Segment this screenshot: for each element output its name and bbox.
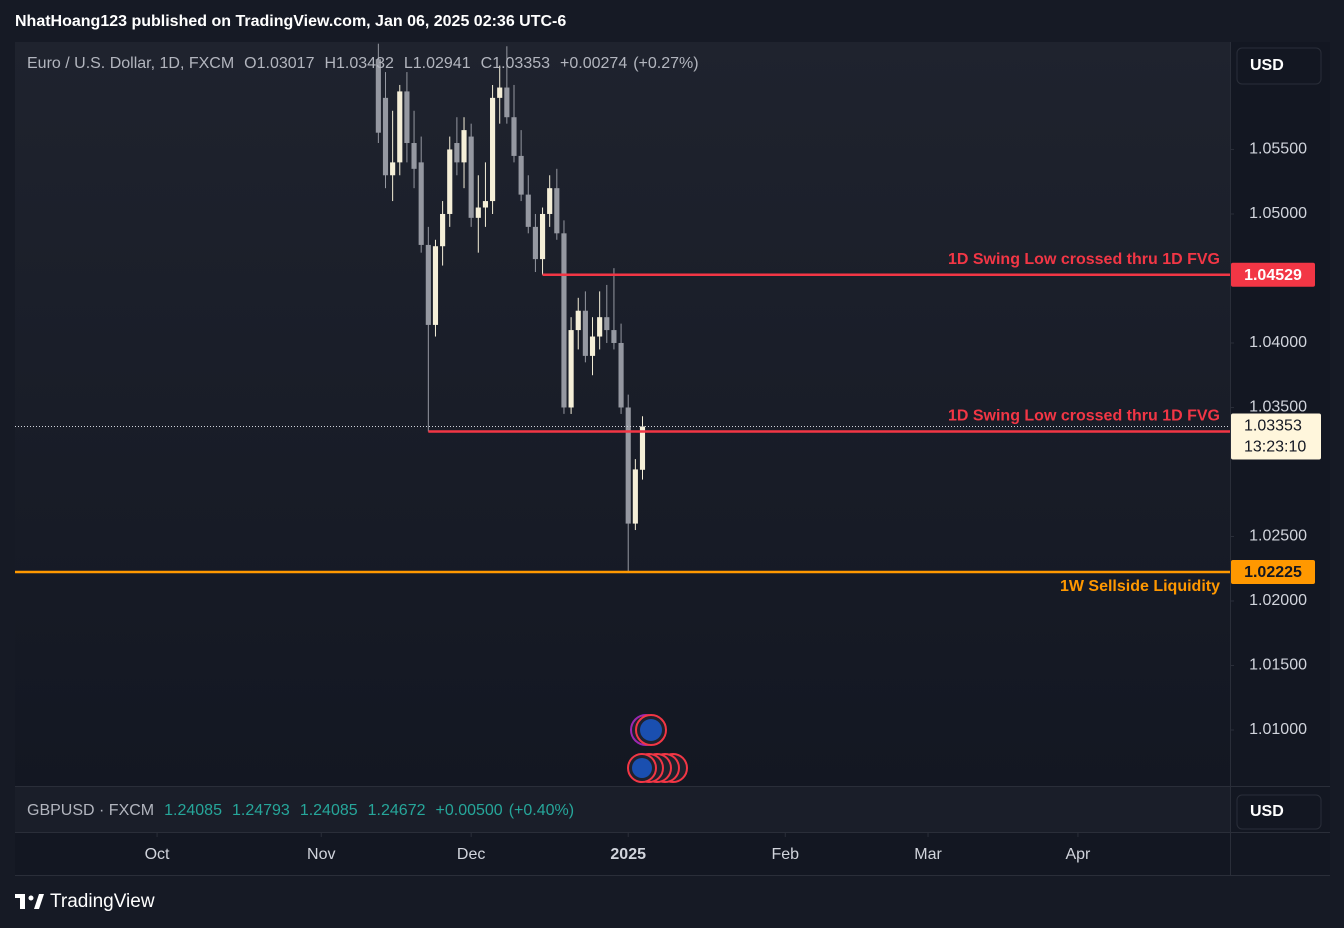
footer-brand: TradingView xyxy=(50,891,155,912)
level-tag xyxy=(1231,262,1315,287)
candle-body xyxy=(568,330,574,408)
candle-body xyxy=(497,87,503,98)
legend-change: +0.00274 xyxy=(560,55,627,72)
candle-body xyxy=(461,130,467,163)
currency-label[interactable]: USD xyxy=(1250,803,1284,820)
candle-body xyxy=(504,87,510,118)
legend: Euro / U.S. Dollar, 1D, FXCM O1.03017 H1.0… xyxy=(27,55,699,72)
main-pane xyxy=(15,42,1230,786)
legend-change-pct: (+0.27%) xyxy=(633,55,698,72)
last-price-label: 1.03353 xyxy=(1244,418,1302,435)
publish-header: NhatHoang123 published on TradingView.co… xyxy=(15,13,566,30)
candle-body xyxy=(390,162,396,176)
candle-body xyxy=(639,426,646,470)
legend-key: C xyxy=(481,55,493,72)
candle-body xyxy=(425,244,431,325)
sub-change-pct: (+0.40%) xyxy=(509,802,574,819)
candle-body xyxy=(582,310,588,356)
y-tick-label: 1.03500 xyxy=(1249,399,1307,416)
x-tick-label: Nov xyxy=(307,846,335,863)
sub-change: +0.00500 xyxy=(436,802,503,819)
candle-body xyxy=(475,207,481,218)
y-tick-label: 1.02500 xyxy=(1249,528,1307,545)
candles xyxy=(375,43,646,572)
candle-body xyxy=(440,213,446,247)
level-tag-label: 1.02225 xyxy=(1244,564,1302,581)
candle-body xyxy=(604,317,610,331)
candle-body xyxy=(611,330,617,343)
logo xyxy=(15,894,44,909)
x-tick-label: Mar xyxy=(914,846,942,863)
level-tag-label: 1.04529 xyxy=(1244,267,1302,284)
candle-body xyxy=(418,162,424,245)
candle-body xyxy=(539,213,546,260)
candle-body xyxy=(468,136,474,218)
legend-title: Euro / U.S. Dollar, 1D, FXCM xyxy=(27,55,234,72)
x-tick-label: 2025 xyxy=(610,846,646,863)
sub-value: 1.24672 xyxy=(368,802,426,819)
sub-legend: GBPUSD · FXCM 1.24085 1.24793 1.24085 1.2467… xyxy=(27,802,574,819)
event-icons xyxy=(627,714,688,783)
legend-key: O xyxy=(244,55,256,72)
candle-body xyxy=(618,342,624,408)
last-price-tag xyxy=(1231,413,1321,460)
x-tick-label: Dec xyxy=(457,846,485,863)
candle-body xyxy=(411,143,417,169)
candle-body xyxy=(575,310,581,331)
level-label: 1D Swing Low crossed thru 1D FVG xyxy=(948,251,1220,268)
sub-value: 1.24793 xyxy=(232,802,290,819)
y-tick-label: 1.01500 xyxy=(1249,657,1307,674)
level-label: 1W Sellside Liquidity xyxy=(1060,578,1220,595)
sub-symbol: GBPUSD · FXCM xyxy=(27,802,154,819)
candle-body xyxy=(561,233,567,408)
y-tick-label: 1.02000 xyxy=(1249,592,1307,609)
candle-body xyxy=(375,59,381,133)
sub-pane xyxy=(15,787,1230,832)
overlay: 1.05500 1.05000 1.04000 1.03500 1.02500 1.020… xyxy=(15,55,1321,863)
candle-body xyxy=(447,149,453,214)
legend-value: 1.02941 xyxy=(413,55,471,72)
candle-body xyxy=(432,246,439,325)
y-tick-label: 1.05500 xyxy=(1249,141,1307,158)
level-label: 1D Swing Low crossed thru 1D FVG xyxy=(948,408,1220,425)
candle-body xyxy=(454,143,460,163)
candle-body xyxy=(511,117,517,156)
x-tick-label: Feb xyxy=(771,846,799,863)
legend-value: 1.03353 xyxy=(492,55,550,72)
legend-key: L xyxy=(404,55,413,72)
candle-body xyxy=(482,201,489,208)
candle-body xyxy=(532,226,538,260)
currency-label[interactable]: USD xyxy=(1250,57,1284,74)
candle-body xyxy=(547,188,553,214)
candle-body xyxy=(554,188,560,234)
x-tick-label: Apr xyxy=(1065,846,1091,863)
y-tick-label: 1.04000 xyxy=(1249,334,1307,351)
y-tick-label: 1.01000 xyxy=(1249,721,1307,738)
candle-body xyxy=(490,97,496,202)
y-tick-label: 1.05000 xyxy=(1249,205,1307,222)
candle-body xyxy=(589,336,596,356)
candle-body xyxy=(404,91,410,144)
candle-body xyxy=(518,155,524,195)
countdown-label: 13:23:10 xyxy=(1244,439,1306,456)
currency-button[interactable] xyxy=(1236,794,1322,830)
candle-body xyxy=(625,407,631,524)
candle-body xyxy=(632,469,638,524)
sub-value: 1.24085 xyxy=(300,802,358,819)
candle-body xyxy=(525,194,531,227)
x-tick-label: Oct xyxy=(145,846,170,863)
candle-body xyxy=(397,91,403,163)
sub-value: 1.24085 xyxy=(164,802,222,819)
currency-button[interactable] xyxy=(1236,47,1322,85)
candle-body xyxy=(597,317,603,337)
legend-value: 1.03432 xyxy=(336,55,394,72)
time-axis xyxy=(15,833,1230,875)
candle-body xyxy=(382,97,389,176)
legend-value: 1.03017 xyxy=(257,55,315,72)
level-tag xyxy=(1231,559,1315,584)
legend-key: H xyxy=(324,55,336,72)
